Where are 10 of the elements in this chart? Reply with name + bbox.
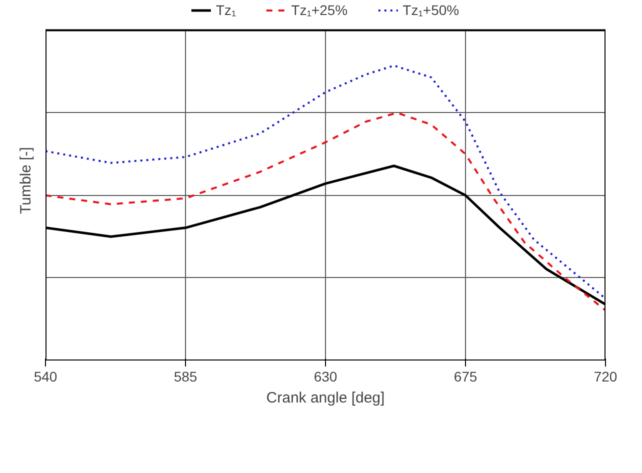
x-tick-label: 720	[594, 368, 618, 384]
legend-label: Tz₁+25%	[291, 2, 348, 18]
legend-label: Tz₁	[216, 2, 236, 18]
x-tick-label: 675	[454, 368, 478, 384]
x-tick-label: 630	[314, 368, 338, 384]
x-axis-title: Crank angle [deg]	[266, 390, 385, 406]
y-axis-title: Tumble [-]	[18, 147, 34, 214]
x-tick-label: 585	[174, 368, 198, 384]
x-tick-label: 540	[34, 368, 58, 384]
legend-label: Tz₁+50%	[402, 2, 460, 18]
